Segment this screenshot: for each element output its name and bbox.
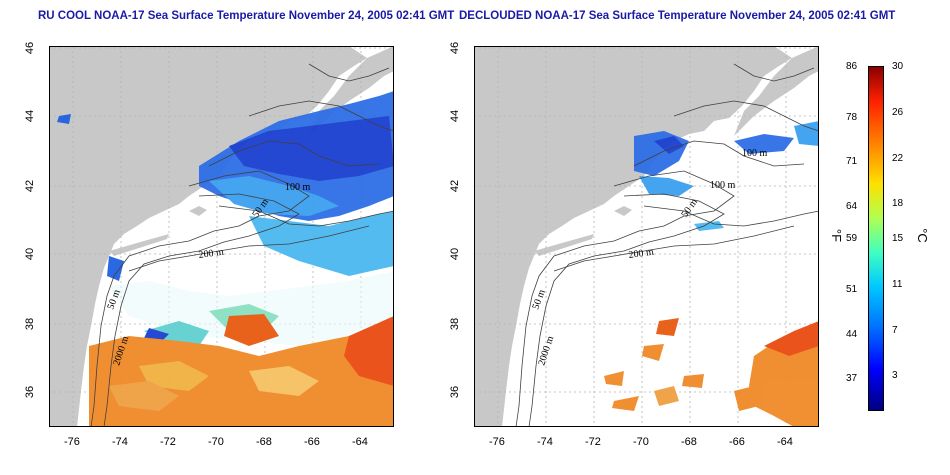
contour-labels: 100 m 50 m 200 m 50 m 2000 m bbox=[105, 182, 310, 367]
left-map-title: RU COOL NOAA-17 Sea Surface Temperature … bbox=[38, 10, 455, 22]
x-tick: -76 bbox=[489, 436, 505, 448]
land-mass bbox=[474, 46, 792, 427]
raw-sst-map-canvas: 100 m 50 m 200 m 50 m 2000 m bbox=[49, 46, 394, 427]
y-tick: 38 bbox=[24, 317, 37, 331]
y-tick: 42 bbox=[449, 179, 462, 193]
y-tick: 40 bbox=[449, 247, 462, 261]
x-tick: -76 bbox=[64, 436, 80, 448]
y-tick: 42 bbox=[24, 179, 37, 193]
fahrenheit-tick: 51 bbox=[846, 284, 858, 295]
fahrenheit-tick: 71 bbox=[846, 156, 858, 167]
fahrenheit-tick: 86 bbox=[846, 61, 858, 72]
y-tick: 38 bbox=[449, 317, 462, 331]
raw-sst-map: 100 m 50 m 200 m 50 m 2000 m bbox=[49, 46, 394, 427]
x-tick: -66 bbox=[729, 436, 745, 448]
celsius-tick: 26 bbox=[892, 107, 904, 118]
x-tick: -74 bbox=[537, 436, 553, 448]
x-tick: -64 bbox=[352, 436, 368, 448]
celsius-tick: 3 bbox=[892, 370, 898, 381]
fahrenheit-tick: 37 bbox=[846, 373, 858, 384]
sst-data-layer bbox=[604, 121, 819, 427]
land-long-island bbox=[109, 234, 169, 256]
celsius-tick: 30 bbox=[892, 61, 904, 72]
contour-label-200m: 200 m bbox=[198, 247, 225, 261]
celsius-tick: 18 bbox=[892, 198, 904, 209]
y-tick: 36 bbox=[24, 385, 37, 399]
x-tick: -70 bbox=[633, 436, 649, 448]
land-long-island bbox=[534, 234, 594, 256]
x-tick: -68 bbox=[256, 436, 272, 448]
right-map-title: DECLOUDED NOAA-17 Sea Surface Temperatur… bbox=[459, 10, 896, 22]
contour-label-100m: 100 m bbox=[285, 182, 311, 193]
contour-label-100m-north: 100 m bbox=[742, 148, 768, 159]
fahrenheit-tick: 59 bbox=[846, 233, 858, 244]
celsius-unit-label: °C bbox=[914, 228, 930, 243]
fahrenheit-tick: 78 bbox=[846, 112, 858, 123]
sst-data-layer bbox=[57, 91, 394, 427]
celsius-tick: 15 bbox=[892, 233, 904, 244]
x-tick: -68 bbox=[681, 436, 697, 448]
contour-label-200m: 200 m bbox=[628, 247, 655, 261]
x-tick: -72 bbox=[585, 436, 601, 448]
y-tick: 46 bbox=[449, 41, 462, 55]
x-tick: -64 bbox=[777, 436, 793, 448]
fahrenheit-tick: 64 bbox=[846, 201, 858, 212]
declouded-sst-map-canvas: 100 m 100 m 50 m 200 m 50 m 2000 m bbox=[474, 46, 819, 427]
y-tick: 46 bbox=[24, 41, 37, 55]
x-tick: -66 bbox=[304, 436, 320, 448]
contour-label-50m-south: 50 m bbox=[530, 288, 547, 311]
celsius-tick: 11 bbox=[892, 279, 903, 290]
y-tick: 44 bbox=[449, 109, 462, 123]
contour-label-100m: 100 m bbox=[710, 180, 736, 191]
bathymetry-contours bbox=[90, 63, 394, 427]
x-tick: -70 bbox=[208, 436, 224, 448]
celsius-tick: 7 bbox=[892, 325, 898, 336]
land-cape-cod bbox=[189, 206, 207, 216]
land-mass bbox=[49, 46, 367, 427]
y-tick: 44 bbox=[24, 109, 37, 123]
fahrenheit-tick: 44 bbox=[846, 329, 858, 340]
x-tick: -72 bbox=[160, 436, 176, 448]
lat-lon-grid bbox=[474, 46, 819, 427]
fahrenheit-unit-label: °F bbox=[829, 228, 845, 243]
x-tick: -74 bbox=[112, 436, 128, 448]
y-tick: 40 bbox=[24, 247, 37, 261]
land-cape-cod bbox=[614, 206, 632, 216]
temperature-colorbar bbox=[868, 66, 884, 411]
land-nova-scotia bbox=[734, 46, 819, 136]
y-tick: 36 bbox=[449, 385, 462, 399]
declouded-sst-map: 100 m 100 m 50 m 200 m 50 m 2000 m bbox=[474, 46, 819, 427]
bathymetry-contours bbox=[515, 63, 819, 427]
celsius-tick: 22 bbox=[892, 153, 904, 164]
